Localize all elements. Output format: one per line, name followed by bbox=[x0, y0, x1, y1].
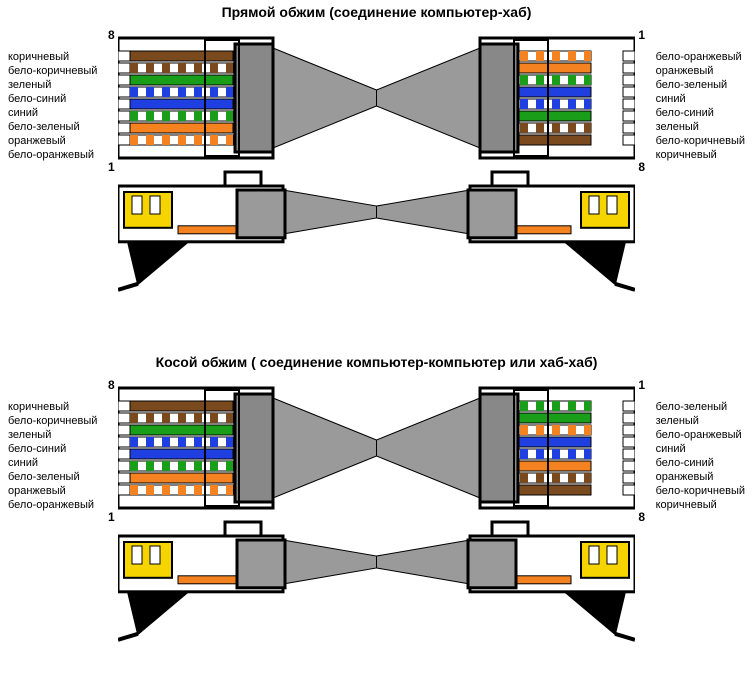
wire-label: оранжевый bbox=[8, 484, 97, 498]
section-title: Косой обжим ( соединение компьютер-компь… bbox=[0, 354, 753, 370]
wire-label: синий bbox=[656, 92, 745, 106]
wire-label: зеленый bbox=[8, 78, 97, 92]
wire-label: бело-зеленый bbox=[8, 120, 97, 134]
wire-label: бело-оранжевый bbox=[656, 428, 745, 442]
wire-label: бело-синий bbox=[8, 92, 97, 106]
wire-label: коричневый bbox=[656, 498, 745, 512]
pin-label: 1 bbox=[638, 28, 645, 42]
wire-labels-left: коричневыйбело-коричневыйзеленыйбело-син… bbox=[8, 400, 97, 512]
wire-label: бело-оранжевый bbox=[656, 50, 745, 64]
wire-label: бело-зеленый bbox=[8, 470, 97, 484]
diagram bbox=[118, 380, 635, 680]
wire-label: оранжевый bbox=[656, 470, 745, 484]
wire-label: бело-оранжевый bbox=[8, 148, 97, 162]
wire-label: бело-коричневый bbox=[8, 64, 97, 78]
pin-label: 1 bbox=[638, 378, 645, 392]
wire-label: коричневый bbox=[656, 148, 745, 162]
wire-label: бело-синий bbox=[656, 106, 745, 120]
wire-label: коричневый bbox=[8, 50, 97, 64]
pin-label: 8 bbox=[108, 378, 115, 392]
wire-label: оранжевый bbox=[8, 134, 97, 148]
pin-label: 1 bbox=[108, 160, 115, 174]
wire-label: зеленый bbox=[656, 414, 745, 428]
wire-label: бело-зеленый bbox=[656, 78, 745, 92]
pin-label: 8 bbox=[638, 160, 645, 174]
wire-label: синий bbox=[8, 106, 97, 120]
wire-label: синий bbox=[8, 456, 97, 470]
wire-label: зеленый bbox=[656, 120, 745, 134]
wire-label: оранжевый bbox=[656, 64, 745, 78]
wire-label: бело-синий bbox=[656, 456, 745, 470]
wire-labels-right: бело-оранжевыйоранжевыйбело-зеленыйсиний… bbox=[656, 50, 745, 162]
pin-label: 8 bbox=[638, 510, 645, 524]
wire-label: бело-коричневый bbox=[656, 484, 745, 498]
wire-label: бело-синий bbox=[8, 442, 97, 456]
wire-label: коричневый bbox=[8, 400, 97, 414]
wire-label: синий bbox=[656, 442, 745, 456]
wire-label: бело-коричневый bbox=[656, 134, 745, 148]
wire-labels-right: бело-зеленыйзеленыйбело-оранжевыйсинийбе… bbox=[656, 400, 745, 512]
pin-label: 8 bbox=[108, 28, 115, 42]
diagram bbox=[118, 30, 635, 330]
wire-label: бело-оранжевый bbox=[8, 498, 97, 512]
pin-label: 1 bbox=[108, 510, 115, 524]
wire-label: бело-коричневый bbox=[8, 414, 97, 428]
wire-label: бело-зеленый bbox=[656, 400, 745, 414]
section-title: Прямой обжим (соединение компьютер-хаб) bbox=[0, 4, 753, 20]
wire-labels-left: коричневыйбело-коричневыйзеленыйбело-син… bbox=[8, 50, 97, 162]
wire-label: зеленый bbox=[8, 428, 97, 442]
